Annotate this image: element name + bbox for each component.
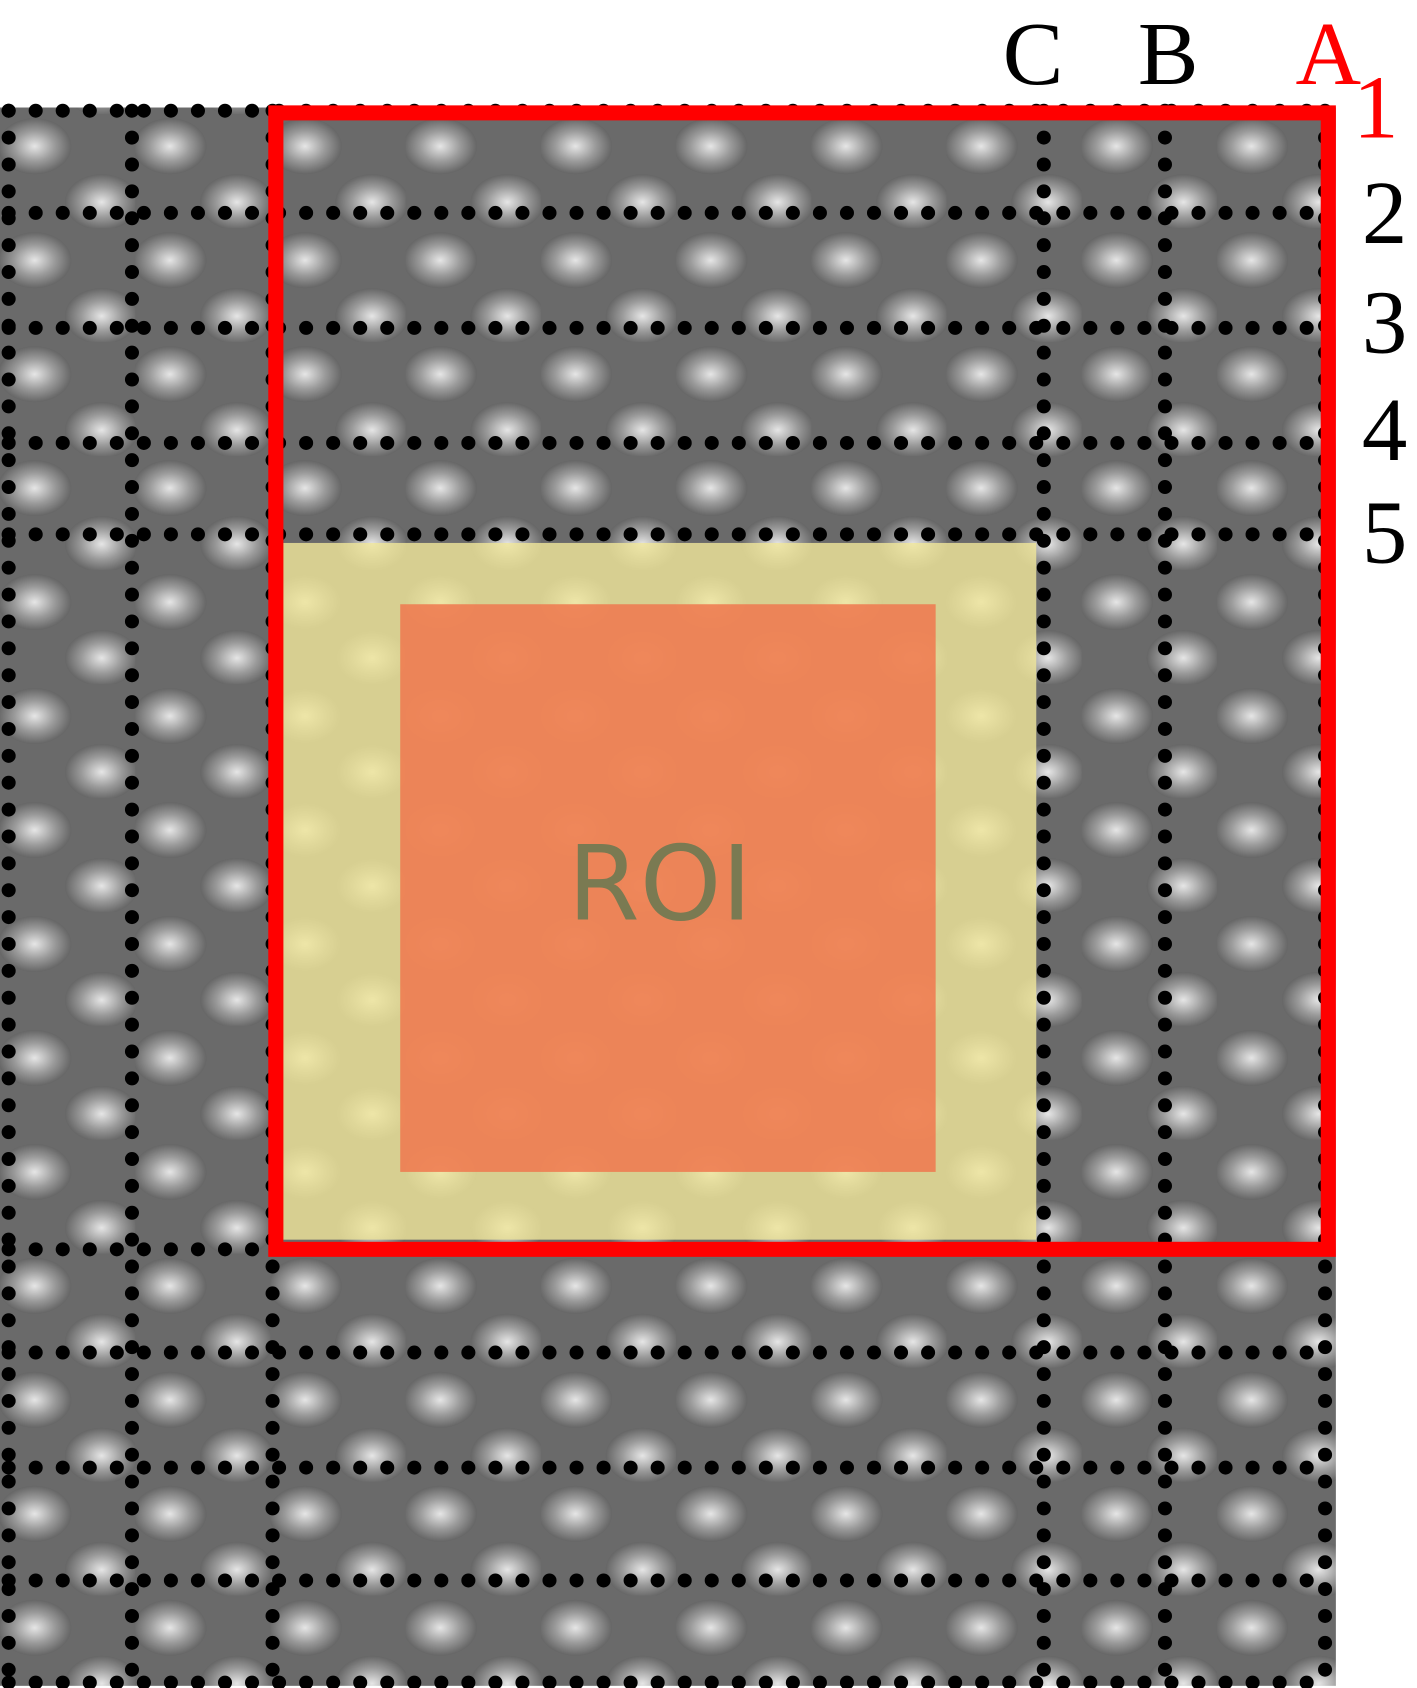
orange-region [400, 604, 936, 1172]
red-frame [268, 105, 1336, 1257]
column-label: A [1295, 3, 1361, 104]
column-label: B [1138, 3, 1199, 104]
row-label: 5 [1362, 482, 1407, 583]
row-label: 3 [1362, 272, 1407, 373]
column-label: C [1003, 3, 1064, 104]
row-label: 1 [1353, 57, 1398, 158]
roi-label: ROI [568, 825, 752, 945]
row-label: 2 [1362, 162, 1407, 263]
row-label: 4 [1362, 379, 1407, 480]
